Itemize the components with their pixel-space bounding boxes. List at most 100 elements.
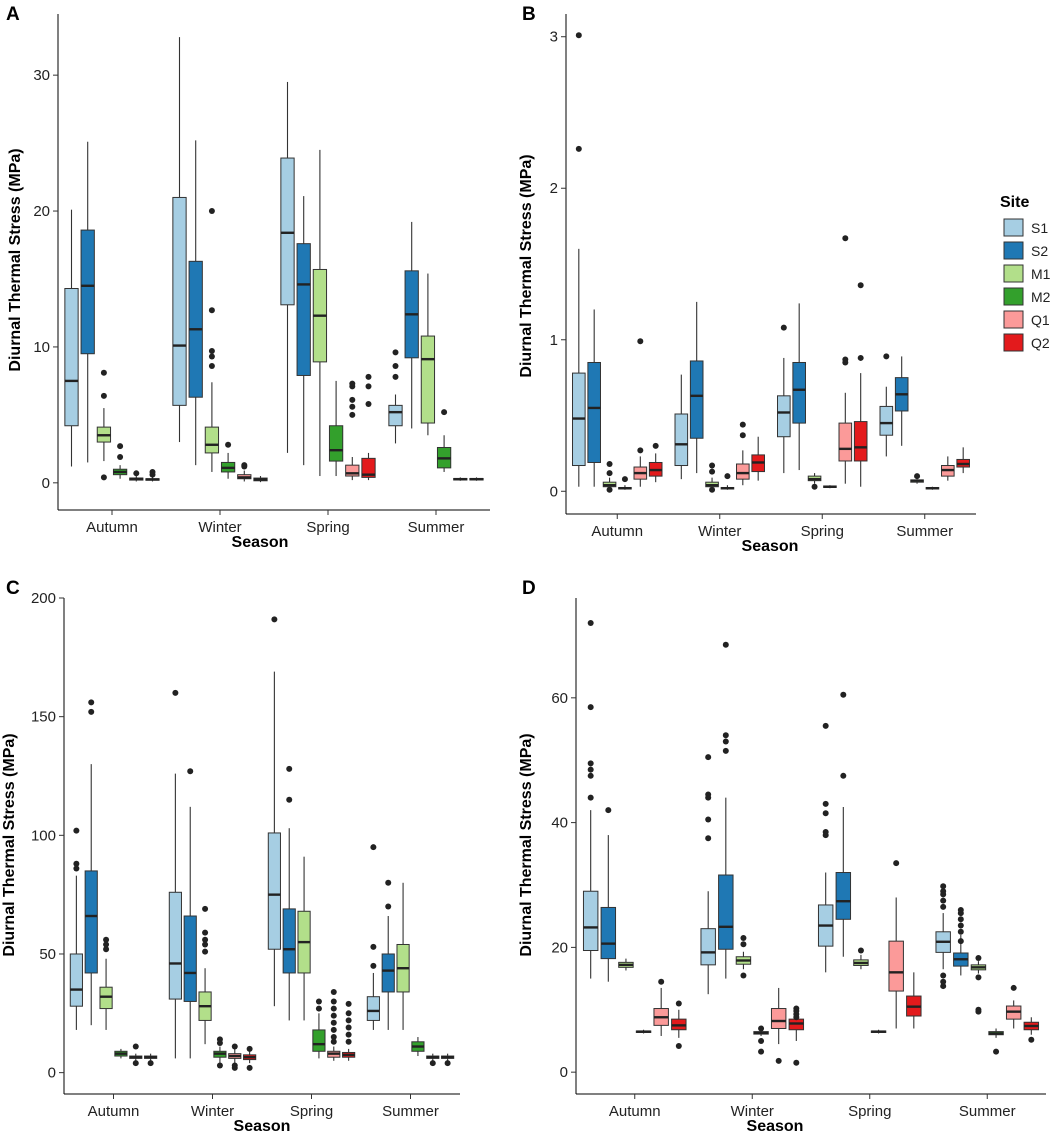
outlier-point	[705, 754, 712, 761]
outlier-point	[587, 766, 594, 773]
box-iqr	[64, 287, 79, 427]
outlier-point	[73, 860, 80, 867]
legend-swatch	[1003, 218, 1024, 237]
outlier-point	[349, 403, 356, 410]
outlier-point	[271, 616, 278, 623]
outlier-point	[1028, 1036, 1035, 1043]
x-axis-title: Season	[232, 534, 289, 551]
y-axis-title: Diurnal Thermal Stress (MPa)	[7, 148, 24, 371]
box-q2-summer	[441, 1053, 455, 1067]
y-tick-label: 2	[550, 180, 558, 197]
outlier-point	[606, 461, 613, 467]
box-s1-summer	[935, 883, 951, 990]
plot-area: 0 10 20 30 Autumn Winter Spring Summer	[33, 14, 490, 536]
outlier-point	[793, 1059, 800, 1066]
box-m2-winter	[220, 441, 236, 479]
outlier-point	[740, 941, 747, 948]
outlier-point	[793, 1014, 800, 1021]
outlier-point	[330, 1005, 337, 1012]
outlier-point	[349, 396, 356, 403]
outlier-point	[216, 1039, 223, 1046]
legend-title: Site	[1000, 194, 1029, 211]
outlier-point	[216, 1062, 223, 1069]
box-s1-spring	[817, 722, 834, 973]
box-s2-summer	[894, 356, 909, 446]
box-q2-winter	[751, 436, 765, 481]
outlier-point	[392, 373, 399, 380]
outlier-point	[103, 941, 110, 948]
y-axis-title: Diurnal Thermal Stress (MPa)	[518, 154, 535, 377]
panel-c: C Diurnal Thermal Stress (MPa) Season 0 5…	[1, 578, 460, 1135]
outlier-point	[345, 1000, 352, 1007]
box-s1-summer	[366, 844, 380, 1030]
box-q1-autumn	[653, 978, 669, 1036]
x-tick-label: Spring	[848, 1103, 891, 1120]
x-tick-label: Autumn	[591, 523, 643, 540]
x-tick-label: Winter	[731, 1103, 774, 1120]
outlier-point	[370, 844, 377, 851]
outlier-point	[811, 483, 818, 490]
box-q1-summer	[1005, 984, 1022, 1029]
y-tick-label: 30	[33, 67, 50, 84]
box-s1-spring	[280, 81, 295, 453]
outlier-point	[365, 373, 372, 380]
outlier-point	[345, 1010, 352, 1017]
outlier-point	[705, 794, 712, 801]
legend-swatch	[1003, 310, 1024, 329]
outlier-point	[392, 362, 399, 369]
panel-a: A Diurnal Thermal Stress (MPa) Season 0 1…	[6, 4, 490, 551]
x-axis-title: Season	[234, 1118, 291, 1135]
box-m1-autumn	[602, 461, 617, 493]
box-s2-winter	[183, 768, 197, 1059]
outlier-point	[132, 1060, 139, 1067]
outlier-point	[330, 1034, 337, 1041]
x-tick-label: Autumn	[88, 1103, 140, 1120]
x-tick-label: Summer	[408, 519, 465, 536]
box-s2-summer	[404, 221, 419, 429]
box-m2-spring	[870, 1029, 887, 1034]
box-m2-autumn	[114, 1048, 128, 1059]
outlier-point	[722, 747, 729, 754]
box-q1-summer	[453, 477, 468, 481]
box-iqr	[736, 463, 750, 480]
box-iqr	[280, 157, 295, 306]
box-m1-autumn	[96, 369, 112, 481]
outlier-point	[883, 353, 890, 360]
box-q2-autumn	[145, 468, 160, 482]
box-q2-winter	[243, 1045, 257, 1071]
box-m2-autumn	[635, 1029, 652, 1034]
outlier-point	[575, 32, 582, 39]
outlier-point	[724, 473, 731, 480]
box-m1-winter	[204, 208, 220, 472]
outlier-point	[117, 454, 124, 461]
legend-swatch	[1003, 264, 1024, 283]
y-tick-label: 50	[39, 946, 56, 963]
outlier-point	[840, 691, 847, 698]
outlier-point	[957, 938, 964, 945]
legend-item-q1: Q1	[1003, 310, 1050, 329]
outlier-point	[940, 897, 947, 904]
outlier-point	[208, 208, 215, 215]
x-tick-label: Summer	[896, 523, 953, 540]
outlier-point	[345, 1017, 352, 1024]
x-axis-title: Season	[747, 1118, 804, 1135]
x-axis-title: Season	[742, 538, 799, 555]
box-q2-spring	[853, 282, 868, 487]
outlier-point	[975, 954, 982, 961]
box-q2-winter	[788, 1005, 805, 1066]
box-s1-autumn	[582, 619, 599, 979]
box-q2-autumn	[648, 442, 663, 483]
legend-label: M1	[1031, 266, 1051, 282]
y-tick-label: 200	[31, 590, 56, 607]
box-iqr	[853, 421, 868, 462]
legend-swatch	[1003, 287, 1024, 306]
outlier-point	[709, 486, 716, 493]
outlier-point	[740, 972, 747, 979]
outlier-point	[208, 353, 215, 360]
x-tick-label: Winter	[198, 519, 241, 536]
box-s2-spring	[282, 765, 296, 1021]
box-m1-winter	[705, 462, 719, 493]
outlier-point	[286, 796, 293, 803]
box-iqr	[84, 870, 98, 974]
